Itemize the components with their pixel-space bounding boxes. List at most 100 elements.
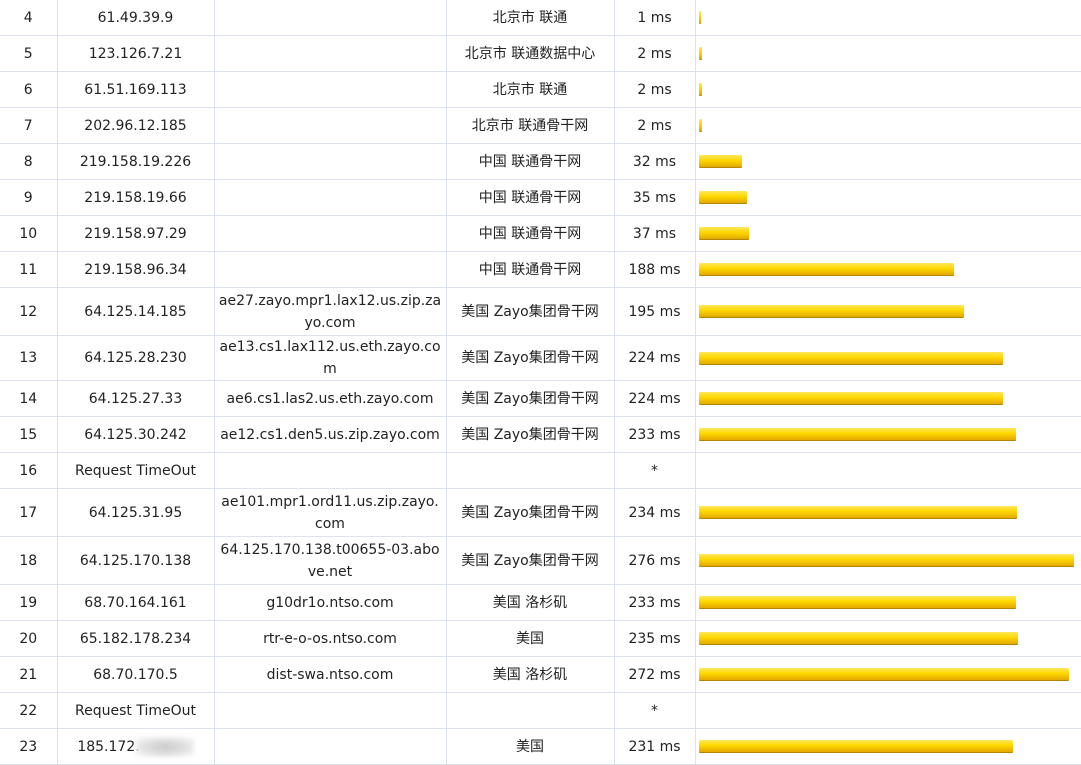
hop-latency: 1 ms [614,0,696,36]
hop-location: 中国 联通骨干网 [446,143,615,180]
latency-bar [698,506,1017,519]
hop-ip: 64.125.14.185 [57,287,215,336]
hop-latency-bar-cell [695,107,1081,144]
hop-ip: 219.158.97.29 [57,215,215,252]
latency-bar [698,428,1016,441]
hop-location: 中国 联通骨干网 [446,251,615,288]
hop-latency: 2 ms [614,71,696,108]
hop-row: 11 219.158.96.34 中国 联通骨干网 188 ms [0,251,1081,288]
hop-latency-bar-cell [695,620,1081,657]
hop-hostname [214,71,447,108]
hop-latency: 32 ms [614,143,696,180]
hop-row: 20 65.182.178.234 rtr-e-o-os.ntso.com 美国 235… [0,620,1081,657]
hop-hostname [214,452,447,489]
hop-hostname [214,728,447,765]
hop-latency-bar-cell [695,287,1081,336]
hop-latency-bar-cell [695,488,1081,537]
hop-location [446,452,615,489]
hop-location: 美国 [446,728,615,765]
hop-latency: 224 ms [614,380,696,417]
hop-number: 21 [0,656,58,693]
latency-bar [698,596,1016,609]
latency-bar [698,263,954,276]
hop-row: 9 219.158.19.66 中国 联通骨干网 35 ms [0,179,1081,216]
hop-ip: Request TimeOut [57,452,215,489]
hop-ip: 68.70.170.5 [57,656,215,693]
hop-latency-bar-cell [695,416,1081,453]
hop-latency-bar-cell [695,215,1081,252]
hop-number: 10 [0,215,58,252]
hop-row: 8 219.158.19.226 中国 联通骨干网 32 ms [0,143,1081,180]
hop-row: 21 68.70.170.5 dist-swa.ntso.com 美国 洛杉矶 272 … [0,656,1081,693]
hop-location: 中国 联通骨干网 [446,215,615,252]
hop-location: 北京市 联通数据中心 [446,35,615,72]
hop-row: 19 68.70.164.161 g10dr1o.ntso.com 美国 洛杉矶 233… [0,584,1081,621]
latency-bar [698,668,1069,681]
hop-hostname: ae101.mpr1.ord11.us.zip.zayo.com [214,488,447,537]
hop-latency-bar-cell [695,692,1081,729]
hop-hostname [214,251,447,288]
hop-number: 19 [0,584,58,621]
latency-bar [698,83,702,96]
hop-ip: 64.125.28.230 [57,335,215,381]
hop-latency: 35 ms [614,179,696,216]
hop-location: 北京市 联通骨干网 [446,107,615,144]
hop-number: 5 [0,35,58,72]
hop-location: 美国 Zayo集团骨干网 [446,335,615,381]
hop-number: 8 [0,143,58,180]
hop-location: 美国 洛杉矶 [446,584,615,621]
hop-hostname: ae13.cs1.lax112.us.eth.zayo.com [214,335,447,381]
hop-latency: * [614,692,696,729]
hop-number: 14 [0,380,58,417]
hop-hostname [214,179,447,216]
hop-latency: 233 ms [614,584,696,621]
hop-latency-bar-cell [695,380,1081,417]
hop-number: 4 [0,0,58,36]
hop-latency: 2 ms [614,107,696,144]
hop-hostname: ae6.cs1.las2.us.eth.zayo.com [214,380,447,417]
latency-bar [698,632,1018,645]
hop-number: 11 [0,251,58,288]
hop-number: 17 [0,488,58,537]
hop-ip: 219.158.96.34 [57,251,215,288]
hop-number: 22 [0,692,58,729]
hop-row: 18 64.125.170.138 64.125.170.138.t00655-03… [0,536,1081,585]
hop-location: 美国 Zayo集团骨干网 [446,287,615,336]
hop-number: 7 [0,107,58,144]
hop-latency: 2 ms [614,35,696,72]
hop-ip: Request TimeOut [57,692,215,729]
hop-row: 17 64.125.31.95 ae101.mpr1.ord11.us.zip.za… [0,488,1081,537]
redaction-blur [135,736,194,757]
hop-latency-bar-cell [695,35,1081,72]
hop-latency: 195 ms [614,287,696,336]
hop-number: 13 [0,335,58,381]
hop-latency: 272 ms [614,656,696,693]
hop-hostname: ae27.zayo.mpr1.lax12.us.zip.zayo.com [214,287,447,336]
hop-hostname: g10dr1o.ntso.com [214,584,447,621]
hop-hostname [214,35,447,72]
hop-latency: 233 ms [614,416,696,453]
hop-hostname: rtr-e-o-os.ntso.com [214,620,447,657]
latency-bar [698,392,1003,405]
hop-row: 10 219.158.97.29 中国 联通骨干网 37 ms [0,215,1081,252]
hop-row: 22 Request TimeOut * [0,692,1081,729]
hop-number: 9 [0,179,58,216]
latency-bar [698,47,702,60]
hop-ip: 64.125.170.138 [57,536,215,585]
hop-location: 美国 [446,620,615,657]
hop-ip: 219.158.19.226 [57,143,215,180]
hop-latency: 224 ms [614,335,696,381]
hop-latency-bar-cell [695,179,1081,216]
hop-location [446,692,615,729]
hop-latency-bar-cell [695,143,1081,180]
latency-bar [698,305,964,318]
hop-ip: 65.182.178.234 [57,620,215,657]
hop-row: 7 202.96.12.185 北京市 联通骨干网 2 ms [0,107,1081,144]
hop-row: 15 64.125.30.242 ae12.cs1.den5.us.zip.zayo… [0,416,1081,453]
hop-latency-bar-cell [695,251,1081,288]
latency-bar [698,554,1074,567]
hop-row: 13 64.125.28.230 ae13.cs1.lax112.us.eth.za… [0,335,1081,381]
hop-location: 美国 Zayo集团骨干网 [446,380,615,417]
hop-latency-bar-cell [695,452,1081,489]
